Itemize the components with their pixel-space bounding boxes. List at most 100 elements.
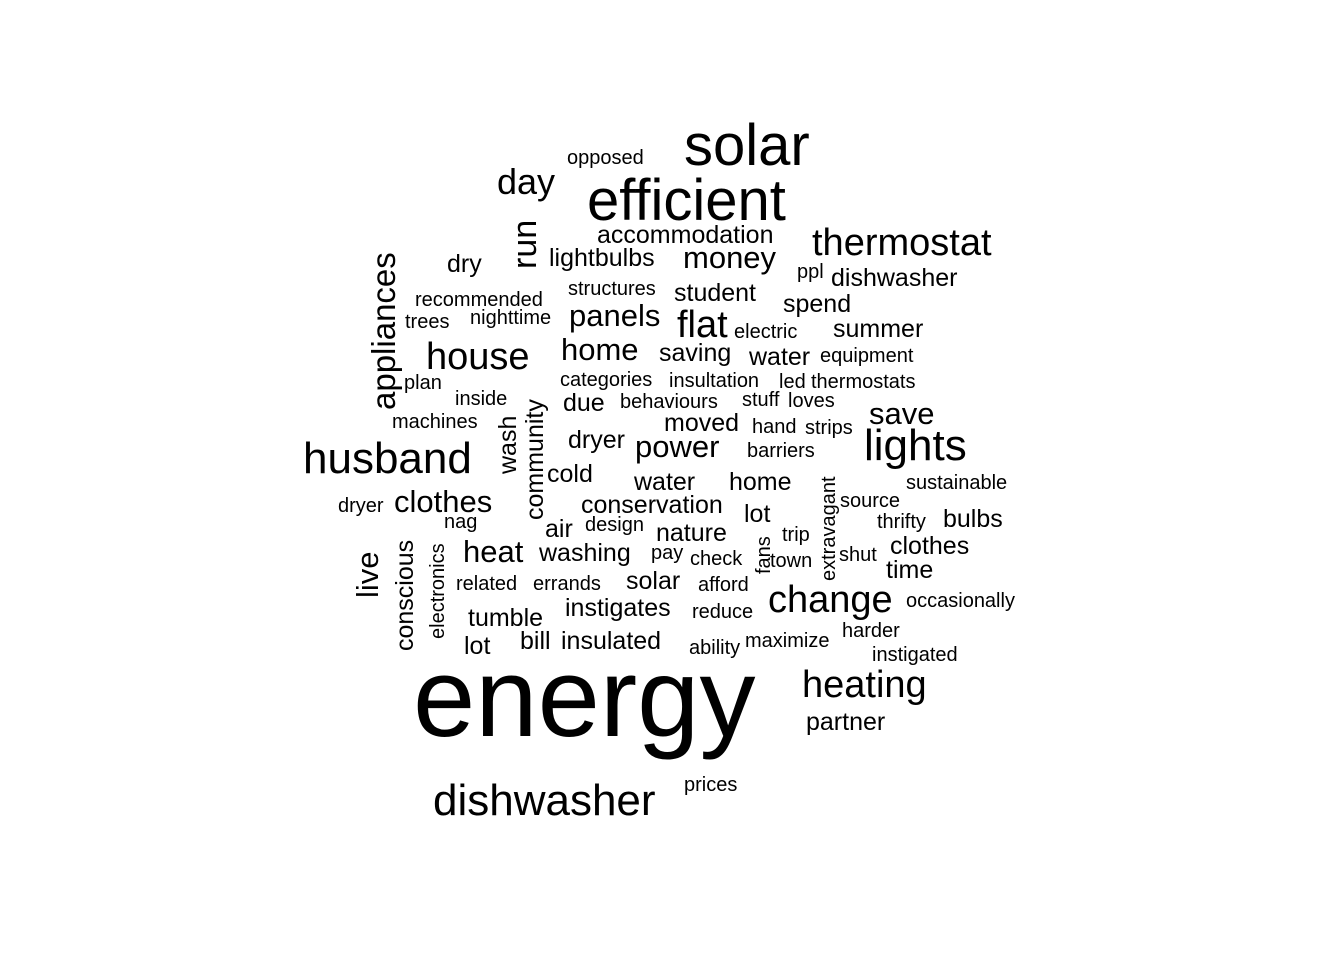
word: machines	[392, 411, 478, 433]
word: lightbulbs	[549, 244, 655, 272]
word: clothes	[890, 532, 969, 560]
word: bulbs	[943, 505, 1003, 533]
word: accommodation	[597, 221, 773, 249]
word: community	[521, 399, 549, 520]
word: check	[690, 548, 743, 570]
word: heat	[463, 534, 524, 569]
word: flat	[677, 304, 728, 346]
word: water	[633, 468, 695, 496]
word: home	[729, 468, 792, 496]
word: led	[779, 371, 806, 393]
word: ability	[689, 637, 740, 659]
word: lights	[864, 421, 967, 470]
word: husband	[303, 434, 472, 483]
word: thrifty	[877, 511, 926, 533]
word: design	[585, 514, 644, 536]
word: change	[768, 579, 893, 621]
word: panels	[569, 298, 660, 333]
word: summer	[833, 315, 923, 343]
word: dishwasher	[433, 776, 656, 825]
word: categories	[560, 369, 652, 391]
word: day	[497, 161, 555, 202]
word: harder	[842, 620, 900, 642]
word: structures	[568, 278, 656, 300]
word: insulated	[561, 627, 661, 655]
word: recommended	[415, 289, 543, 311]
word: cold	[547, 460, 593, 488]
word: ppl	[797, 261, 824, 283]
word: house	[426, 336, 530, 378]
word: student	[674, 279, 756, 307]
word: plan	[404, 372, 442, 394]
word: opposed	[567, 147, 644, 169]
word: lot	[744, 500, 770, 528]
word: instigates	[565, 594, 671, 622]
word: solar	[626, 567, 680, 595]
word: nature	[656, 519, 727, 547]
word: time	[886, 556, 933, 584]
word: maximize	[745, 630, 829, 652]
word: inside	[455, 388, 507, 410]
word: trees	[405, 311, 449, 333]
word: electric	[734, 321, 797, 343]
word: spend	[783, 290, 851, 318]
word: town	[770, 550, 812, 572]
word: nighttime	[470, 307, 551, 329]
word: reduce	[692, 601, 753, 623]
word: lot	[464, 632, 490, 660]
word: air	[545, 515, 573, 543]
word: prices	[684, 774, 737, 796]
word: electronics	[427, 543, 449, 639]
word: conscious	[391, 540, 419, 651]
word: nag	[444, 511, 477, 533]
word: barriers	[747, 440, 815, 462]
word: money	[683, 240, 777, 275]
word: dryer	[338, 495, 384, 517]
word: energy	[413, 635, 755, 760]
word: equipment	[820, 345, 914, 367]
word: washing	[538, 539, 631, 567]
word: thermostats	[811, 371, 915, 393]
word: appliances	[365, 252, 402, 410]
word: pay	[651, 542, 683, 564]
word: conservation	[581, 491, 723, 519]
word: afford	[698, 574, 749, 596]
word: fans	[753, 536, 775, 574]
word: water	[748, 343, 810, 371]
word: dryer	[568, 426, 625, 454]
word: clothes	[394, 484, 492, 519]
word: stuff	[742, 389, 780, 411]
word: heating	[802, 664, 927, 706]
word: related	[456, 573, 517, 595]
word: sustainable	[906, 472, 1007, 494]
word: strips	[805, 417, 853, 439]
word: occasionally	[906, 590, 1015, 612]
word: live	[350, 551, 385, 598]
word: instigated	[872, 644, 958, 666]
word: shut	[839, 544, 877, 566]
word: behaviours	[620, 391, 718, 413]
word: source	[840, 490, 900, 512]
word: bill	[520, 627, 551, 655]
word: extravagant	[818, 476, 840, 581]
word: wash	[494, 416, 522, 475]
word: tumble	[468, 604, 543, 632]
word: errands	[533, 573, 601, 595]
word: dishwasher	[831, 264, 957, 292]
word: partner	[806, 708, 885, 736]
word: solar	[684, 113, 810, 178]
word: hand	[752, 416, 797, 438]
word: efficient	[587, 168, 786, 233]
word: due	[563, 389, 605, 417]
word: thermostat	[812, 222, 992, 264]
word: home	[561, 332, 639, 367]
word: run	[506, 220, 544, 269]
word: loves	[788, 390, 835, 412]
word: saving	[659, 339, 731, 367]
word: trip	[782, 524, 810, 546]
word: dry	[447, 250, 482, 278]
word: save	[869, 396, 934, 431]
word: power	[635, 429, 719, 464]
word: moved	[664, 409, 739, 437]
